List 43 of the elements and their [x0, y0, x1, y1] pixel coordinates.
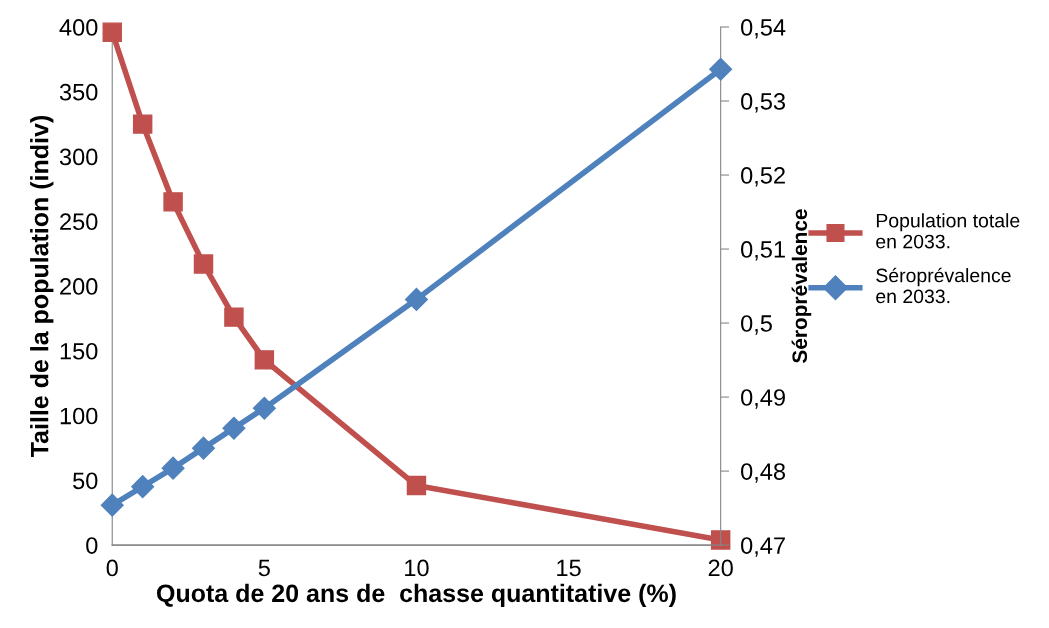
y2-tick-label: 0,54 [741, 19, 786, 39]
point [100, 493, 124, 517]
x-tick-label: 5 [258, 559, 270, 577]
point [192, 436, 216, 460]
y-tick-label: 150 [60, 342, 98, 360]
y2-tick-label: 0,53 [741, 93, 786, 113]
y2-tick-label: 0,5 [741, 315, 772, 335]
x-tick-label: 20 [708, 559, 733, 577]
y-axis-title: Taille de la population (indiv) [30, 115, 54, 458]
y-tick-label: 350 [59, 83, 98, 101]
y-tick-label: 0 [86, 537, 98, 554]
point [710, 530, 731, 550]
y2-tick-label: 0,48 [741, 463, 786, 483]
point [404, 287, 428, 311]
y2-tick-label: 0,52 [741, 167, 785, 187]
legend-label: Population totale en 2033. [876, 213, 1020, 249]
point [132, 114, 153, 134]
y-tick-label: 400 [59, 19, 98, 36]
point [131, 475, 155, 499]
x-axis-title: Quota de 20 ans de chasse quantitative (%) [157, 583, 676, 608]
point [254, 350, 275, 370]
point [193, 254, 214, 274]
y2-tick-label: 0,47 [741, 537, 785, 557]
point [222, 416, 246, 440]
y2-tick-label: 0,51 [741, 241, 785, 261]
y-tick-label: 100 [60, 407, 98, 425]
y-tick-label: 50 [73, 472, 98, 490]
y2-tick-label: 0,49 [741, 389, 785, 409]
point [163, 192, 183, 212]
point [102, 22, 122, 42]
y-tick-label: 200 [60, 278, 98, 295]
point [709, 57, 733, 81]
x-tick-label: 10 [405, 559, 429, 577]
y-tick-label: 250 [60, 213, 98, 231]
point [224, 307, 244, 327]
x-tick-label: 15 [557, 559, 581, 577]
point [252, 396, 276, 420]
x-tick-label: 0 [106, 559, 118, 577]
legend-label: Séroprévalence en 2033. [876, 267, 1011, 304]
y2-axis-title: Séroprévalence [791, 209, 812, 364]
y-tick-label: 300 [59, 148, 98, 166]
point [161, 456, 185, 480]
point [406, 475, 427, 496]
